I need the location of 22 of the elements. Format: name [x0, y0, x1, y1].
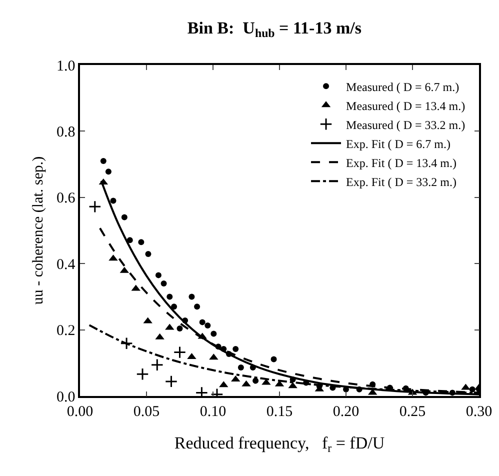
x-tick-label: 0.00	[66, 404, 94, 420]
x-tick-label: 0.20	[332, 404, 360, 420]
legend-label: Exp. Fit ( D = 6.7 m.)	[346, 136, 450, 151]
y-axis-title: uu - coherence (lat. sep.)	[30, 156, 46, 305]
x-tick-label: 0.15	[266, 404, 293, 420]
x-tick-label: 0.10	[200, 404, 226, 420]
chart-title: Bin B: U$_{hub}$ = 11-13 m/s	[187, 18, 362, 40]
legend-label: Exp. Fit ( D = 33.2 m.)	[346, 174, 456, 189]
legend-label: Measured ( D = 6.7 m.)	[346, 80, 460, 94]
y-tick-label: 0.2	[56, 323, 76, 340]
legend-label: Measured ( D = 13.4 m.)	[346, 98, 466, 113]
x-tick-label: 0.05	[133, 404, 160, 420]
y-tick-label: 0.8	[56, 124, 76, 140]
y-tick-label: 1.0	[56, 58, 76, 74]
y-tick-label: 0.4	[56, 256, 76, 273]
legend-label: Measured ( D = 33.2 m.)	[346, 118, 466, 132]
y-tick-label: 0.6	[56, 190, 76, 207]
x-tick-label: 0.30	[466, 404, 492, 420]
y-tick-label: 0.0	[56, 389, 76, 406]
x-tick-label: 0.25	[399, 404, 426, 420]
legend-label: Exp. Fit ( D = 13.4 m.)	[346, 156, 456, 170]
x-axis-title: Reduced frequency, f$_{r}$ = fD/U	[174, 434, 385, 456]
